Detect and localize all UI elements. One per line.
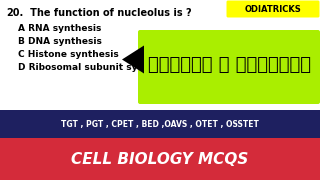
Polygon shape	[122, 46, 144, 73]
Bar	[0, 110, 320, 138]
Text: A RNA synthesis: A RNA synthesis	[18, 24, 101, 33]
Text: CELL BIOLOGY MCQS: CELL BIOLOGY MCQS	[71, 152, 249, 167]
FancyBboxPatch shape	[138, 30, 320, 104]
Text: B DNA synthesis: B DNA synthesis	[18, 37, 102, 46]
Bar	[0, 138, 320, 180]
FancyBboxPatch shape	[227, 1, 319, 17]
Text: The function of nucleolus is ?: The function of nucleolus is ?	[20, 8, 192, 18]
Text: D Ribosomal subunit synthesis: D Ribosomal subunit synthesis	[18, 63, 175, 72]
Text: C Histone synthesis: C Histone synthesis	[18, 50, 119, 59]
Text: ODIATRICKS: ODIATRICKS	[244, 4, 301, 14]
Text: TGT , PGT , CPET , BED ,OAVS , OTET , OSSTET: TGT , PGT , CPET , BED ,OAVS , OTET , OS…	[61, 120, 259, 129]
Text: 20.: 20.	[6, 8, 23, 18]
Text: ଜୀବକୋଷ ଓ ଅଙ୍ଗୀକା: ଜୀବକୋଷ ଓ ଅଙ୍ଗୀକା	[148, 56, 310, 74]
Bar	[0, 0, 320, 110]
